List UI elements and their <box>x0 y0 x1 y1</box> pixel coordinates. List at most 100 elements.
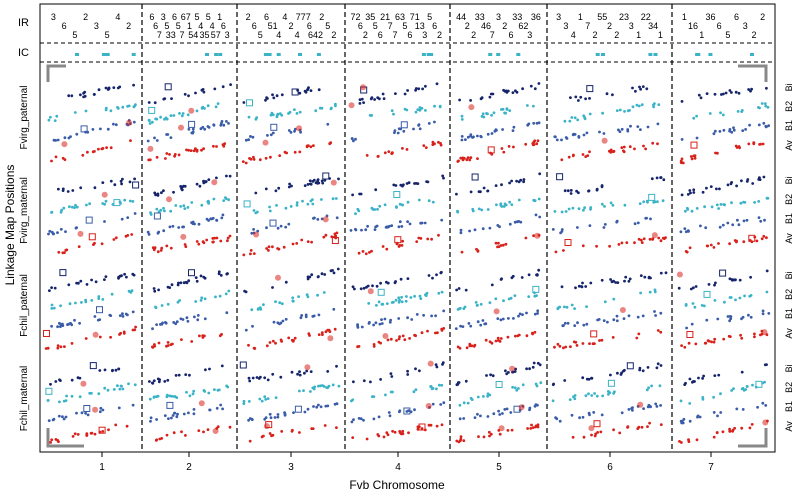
data-point <box>505 108 509 111</box>
data-point <box>169 136 173 140</box>
data-point <box>328 142 332 146</box>
data-point <box>465 346 469 350</box>
data-point <box>97 147 100 151</box>
data-point <box>622 369 625 373</box>
data-point <box>70 94 74 98</box>
data-point <box>691 380 694 384</box>
corner-bracket <box>738 64 768 82</box>
data-point <box>280 93 284 97</box>
data-point <box>657 103 661 106</box>
data-point <box>736 218 739 222</box>
data-point <box>203 297 207 301</box>
data-point <box>761 401 765 405</box>
ir-label: 7 <box>585 21 590 31</box>
data-point <box>220 216 224 220</box>
data-point <box>617 243 621 246</box>
marker-square <box>294 405 302 413</box>
data-point <box>128 180 132 184</box>
data-point <box>627 314 631 318</box>
data-point <box>202 90 206 94</box>
data-point <box>642 237 646 241</box>
ir-label: 4 <box>276 30 281 40</box>
data-point <box>575 189 578 193</box>
data-point <box>412 390 416 394</box>
data-point <box>565 305 569 309</box>
data-point <box>393 430 397 434</box>
data-point <box>692 191 696 194</box>
data-point <box>609 150 613 154</box>
data-point <box>298 150 302 154</box>
data-point <box>351 285 355 289</box>
data-point <box>480 96 484 100</box>
data-point <box>52 306 56 310</box>
data-point <box>435 387 438 391</box>
data-point <box>439 403 443 406</box>
data-point <box>437 140 440 144</box>
data-point <box>575 344 579 347</box>
data-point <box>535 121 539 125</box>
data-point <box>386 281 390 285</box>
ir-label: 6 <box>378 30 383 40</box>
data-point <box>303 371 306 375</box>
data-point <box>680 193 684 197</box>
data-point <box>316 275 320 279</box>
data-point <box>532 143 536 147</box>
data-point <box>488 95 492 99</box>
ic-mark <box>708 53 713 56</box>
data-point <box>252 228 256 231</box>
data-point <box>421 87 424 91</box>
data-point <box>623 203 627 207</box>
data-point <box>168 225 172 229</box>
data-point <box>82 91 85 95</box>
ir-label: 36 <box>705 12 715 22</box>
data-point <box>170 394 174 398</box>
data-point <box>155 438 159 442</box>
ic-mark <box>298 53 302 56</box>
data-point <box>335 402 339 406</box>
data-point <box>316 218 320 221</box>
data-point <box>624 275 628 279</box>
data-point <box>629 124 632 128</box>
data-point <box>719 111 722 115</box>
data-point <box>740 110 744 113</box>
data-point <box>527 273 531 277</box>
data-point <box>501 412 504 415</box>
data-point <box>67 283 71 287</box>
data-point <box>532 198 536 202</box>
data-point <box>734 90 738 94</box>
ir-label: 1 <box>682 12 687 22</box>
data-point <box>248 439 252 443</box>
data-point <box>439 142 442 145</box>
data-point <box>414 388 418 392</box>
data-point <box>271 93 274 97</box>
data-point <box>298 373 302 377</box>
panel-label: Fchil_maternal <box>19 366 30 432</box>
data-point <box>202 147 206 151</box>
data-point <box>276 247 279 250</box>
data-point <box>643 275 647 279</box>
ic-mark <box>101 53 106 56</box>
data-point <box>765 86 768 90</box>
data-point <box>602 132 606 135</box>
data-point <box>588 112 592 116</box>
data-point <box>659 423 663 426</box>
data-point <box>412 127 415 131</box>
data-point <box>407 409 410 412</box>
data-point <box>312 217 315 220</box>
data-point <box>293 108 296 111</box>
data-point <box>757 200 761 203</box>
ir-label: 5 <box>176 21 181 31</box>
ir-label: 777 <box>296 12 311 22</box>
data-point <box>77 245 81 249</box>
data-point <box>714 281 717 285</box>
data-point <box>459 324 462 328</box>
data-point <box>462 439 466 442</box>
data-point <box>307 144 310 148</box>
data-point <box>116 106 119 109</box>
data-point <box>406 316 409 320</box>
data-point <box>693 156 697 160</box>
data-point <box>611 93 614 97</box>
data-point <box>649 217 652 221</box>
data-point <box>415 313 419 316</box>
